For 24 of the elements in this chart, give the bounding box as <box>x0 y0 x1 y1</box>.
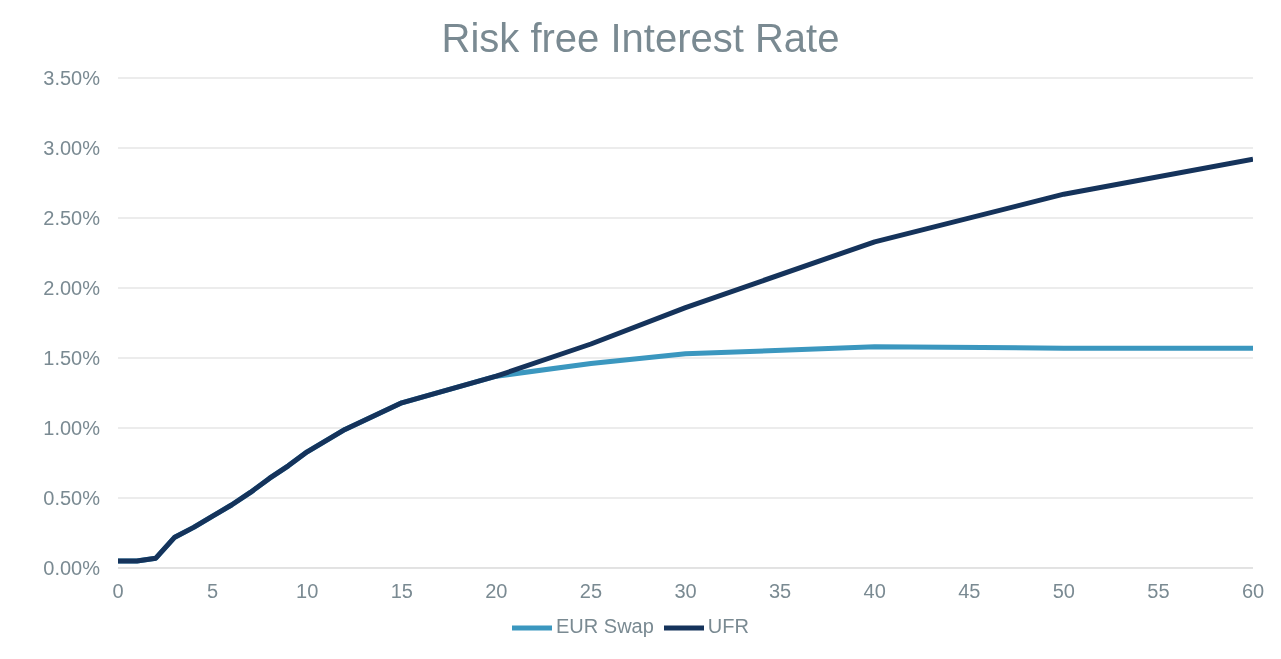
y-tick-label: 0.50% <box>43 487 101 510</box>
chart-title: Risk free Interest Rate <box>440 15 841 62</box>
y-tick-label: 2.00% <box>43 277 101 300</box>
x-tick-label: 40 <box>863 580 886 602</box>
y-tick-label: 0.00% <box>43 557 101 580</box>
x-tick-label: 30 <box>674 580 697 602</box>
y-tick-label: 3.50% <box>43 67 101 90</box>
x-tick-label: 5 <box>207 580 219 602</box>
x-tick-label: 50 <box>1052 580 1075 602</box>
x-tick-label: 35 <box>768 580 792 602</box>
y-tick-label: 1.00% <box>43 417 101 440</box>
x-tick-label: 0 <box>112 580 124 602</box>
y-tick-label: 1.50% <box>43 347 101 370</box>
x-tick-label: 10 <box>296 580 319 602</box>
x-tick-label: 60 <box>1241 580 1265 602</box>
x-tick-label: 20 <box>485 580 508 602</box>
x-tick-label: 15 <box>390 580 413 602</box>
legend-label: EUR Swap <box>556 615 654 638</box>
x-tick-label: 25 <box>579 580 603 602</box>
y-tick-label: 2.50% <box>43 207 101 230</box>
y-tick-label: 3.00% <box>43 137 101 160</box>
x-tick-label: 45 <box>958 580 981 602</box>
legend-label: UFR <box>707 615 749 638</box>
x-tick-label: 55 <box>1147 580 1170 602</box>
